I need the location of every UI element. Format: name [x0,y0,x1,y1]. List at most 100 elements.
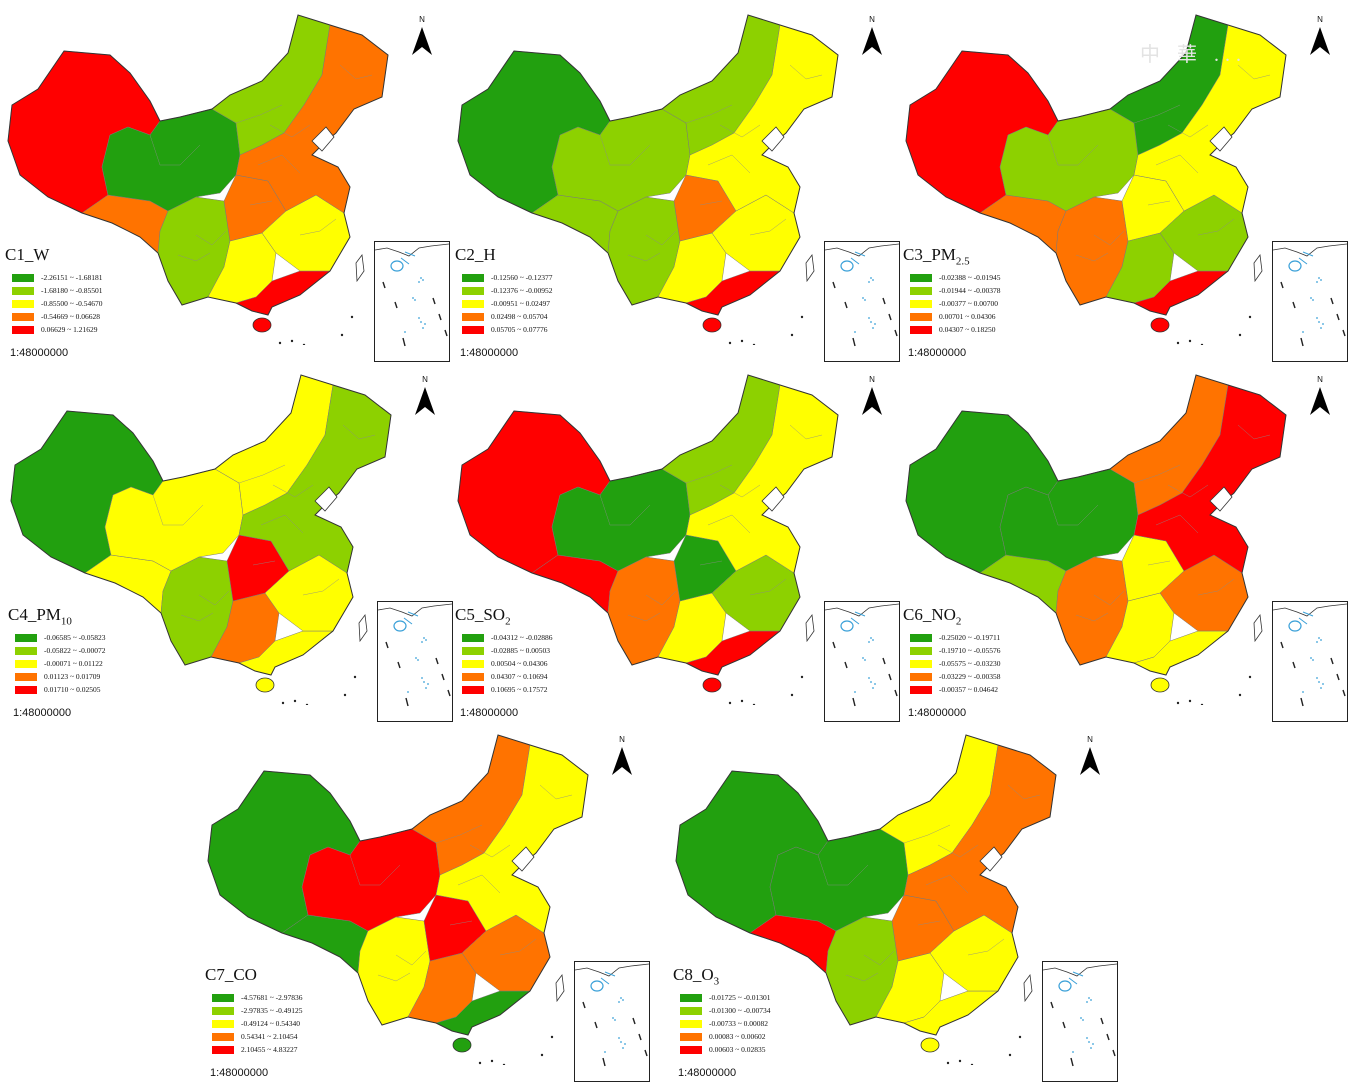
bohai-sea [311,126,335,152]
island-dot [340,333,344,337]
legend-label: -0.00377 ~ 0.00700 [939,298,999,308]
china-map [10,374,392,705]
legend-swatch [462,325,484,334]
island-dot [302,343,306,345]
province-border [499,938,537,956]
panel-title: C1_W [5,245,49,265]
island-dot [502,1063,506,1065]
legend-entry: -0.05822 ~ -0.00072 [15,644,106,657]
legend-entry: -0.00951 ~ 0.02497 [462,297,553,310]
province-border [925,874,969,894]
country-outline [457,374,839,676]
province-border [789,424,823,440]
north-arrow-icon: N [860,375,884,415]
legend-entry: 0.04307 ~ 0.18250 [910,323,1001,336]
panel-title-base: C7_CO [205,965,257,984]
panel-title: C5_SO2 [455,605,511,627]
legend-entry: 0.00504 ~ 0.04306 [462,657,553,670]
island-dot [1238,693,1242,697]
map-panel: C8_O3 -0.01725 ~ -0.01301 -0.01300 ~ -0.00… [668,725,1118,1082]
scale-label: 1:48000000 [908,347,967,359]
map-panel: C4_PM10 -0.06585 ~ -0.05823 -0.05822 ~ -0.… [3,365,453,722]
legend-swatch [212,1006,234,1015]
island-dot [1200,703,1204,705]
taiwan-island [355,253,365,283]
south-china-sea-inset [1272,601,1348,722]
province-border [272,484,314,498]
province-border [937,844,979,858]
south-china-sea-inset [1272,241,1348,362]
province-border [917,920,941,926]
island-dot [1176,341,1180,345]
legend-entry: -0.00357 ~ 0.04642 [910,683,1001,696]
province-border [342,424,376,440]
north-arrow-icon: N [1078,735,1102,775]
inset-map [824,243,900,347]
south-china-sea-inset [377,601,453,722]
panel-title: C2_H [455,245,496,265]
legend-entry: 0.01710 ~ 0.02505 [15,683,106,696]
island-dot [800,315,804,319]
north-label: N [869,15,875,24]
legend-label: -0.01725 ~ -0.01301 [709,992,771,1002]
island-dot [740,699,744,703]
legend-entry: -0.05575 ~ -0.03230 [910,657,1001,670]
legend-label: -0.25020 ~ -0.19711 [939,632,1001,642]
china-map [905,374,1287,705]
legend-label: 0.00701 ~ 0.04306 [939,311,996,321]
north-label: N [869,375,875,384]
taiwan-island [805,613,815,643]
legend-entry: -0.00733 ~ 0.00082 [680,1017,771,1030]
province-border [1167,124,1209,138]
province-border [457,874,501,894]
legend-entry: -0.04312 ~ -0.02886 [462,631,553,644]
legend-label: 2.10455 ~ 4.83227 [241,1044,298,1054]
legend-entry: -0.19710 ~ -0.05576 [910,644,1001,657]
province-border [1047,134,1099,166]
south-china-sea-inset [1042,961,1118,1082]
north-arrow-icon: N [860,15,884,55]
south-china-sea-inset [824,241,900,362]
province-border [645,230,677,246]
legend: -2.26151 ~ -1.68181 -1.68180 ~ -0.85501 -0… [12,271,103,336]
province-border [249,200,273,206]
taiwan-island [1253,613,1263,643]
province-border [435,824,483,844]
province-border [395,950,427,966]
inset-map [377,603,453,707]
island-dot [343,693,347,697]
island-dot [790,693,794,697]
province-border [845,972,879,982]
bohai-sea [511,846,535,872]
north-label: N [1317,375,1323,384]
panel-title: C7_CO [205,965,257,985]
legend-swatch [462,273,484,282]
island-dot [790,333,794,337]
inset-map [1042,963,1118,1067]
panel-title-subscript: 3 [713,975,720,988]
legend-swatch [910,325,932,334]
bohai-sea [979,846,1003,872]
legend: -0.12560 ~ -0.12377 -0.12376 ~ -0.00952 -0… [462,271,553,336]
scale-label: 1:48000000 [678,1067,737,1079]
legend-label: -0.49124 ~ 0.54340 [241,1018,301,1028]
map-panel: C3_PM2.5 -0.02388 ~ -0.01945 -0.01944 ~ -0… [898,5,1348,362]
province-border [645,590,677,606]
china-map [457,14,839,345]
island-dot [958,1059,962,1063]
legend-swatch [212,1045,234,1054]
province-border [1167,484,1209,498]
legend: -4.57681 ~ -2.97836 -2.97835 ~ -0.49125 -0… [212,991,303,1056]
legend-entry: 0.00701 ~ 0.04306 [910,310,1001,323]
province-border [685,104,733,124]
panel-title-base: C8_O [673,965,714,984]
island-dot [1188,699,1192,703]
panel-title: C4_PM10 [8,605,72,627]
legend-swatch [15,672,37,681]
panel-title-subscript: 2.5 [955,255,970,268]
hainan-island [1150,317,1170,333]
map-panel: C7_CO -4.57681 ~ -2.97836 -2.97835 ~ -0.49… [200,725,650,1082]
north-arrow-icon: N [413,375,437,415]
province-border [1237,64,1271,80]
province-border [817,854,869,886]
